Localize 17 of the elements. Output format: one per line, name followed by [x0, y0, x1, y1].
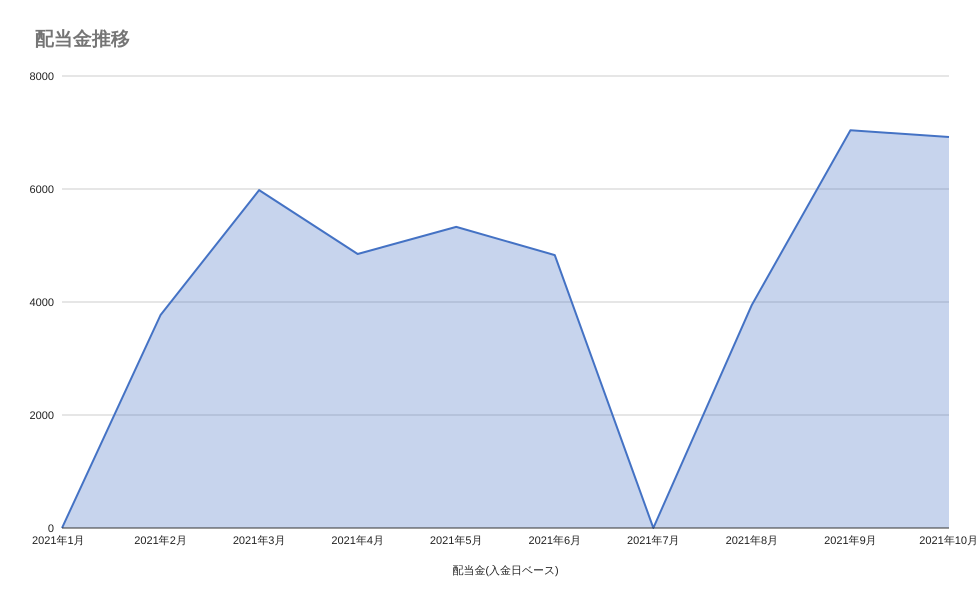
x-tick-label: 2021年1月 [32, 535, 85, 547]
y-tick-label: 6000 [30, 184, 54, 196]
chart-title: 配当金推移 [35, 29, 130, 50]
y-tick-label: 2000 [30, 410, 54, 422]
x-tick-label: 2021年7月 [627, 535, 680, 547]
x-tick-label: 2021年2月 [134, 535, 187, 547]
x-tick-label: 2021年10月 [919, 535, 978, 547]
y-tick-label: 8000 [30, 71, 54, 83]
x-tick-label: 2021年5月 [430, 535, 483, 547]
x-tick-label: 2021年3月 [232, 535, 286, 547]
y-tick-label: 4000 [30, 297, 54, 309]
y-tick-label: 0 [48, 523, 54, 535]
x-tick-label: 2021年6月 [528, 535, 582, 547]
x-tick-label: 2021年9月 [824, 535, 877, 547]
x-tick-label: 2021年8月 [726, 535, 778, 547]
x-tick-label: 2021年4月 [331, 535, 384, 547]
x-axis-title: 配当金(入金日ベース) [452, 564, 559, 577]
